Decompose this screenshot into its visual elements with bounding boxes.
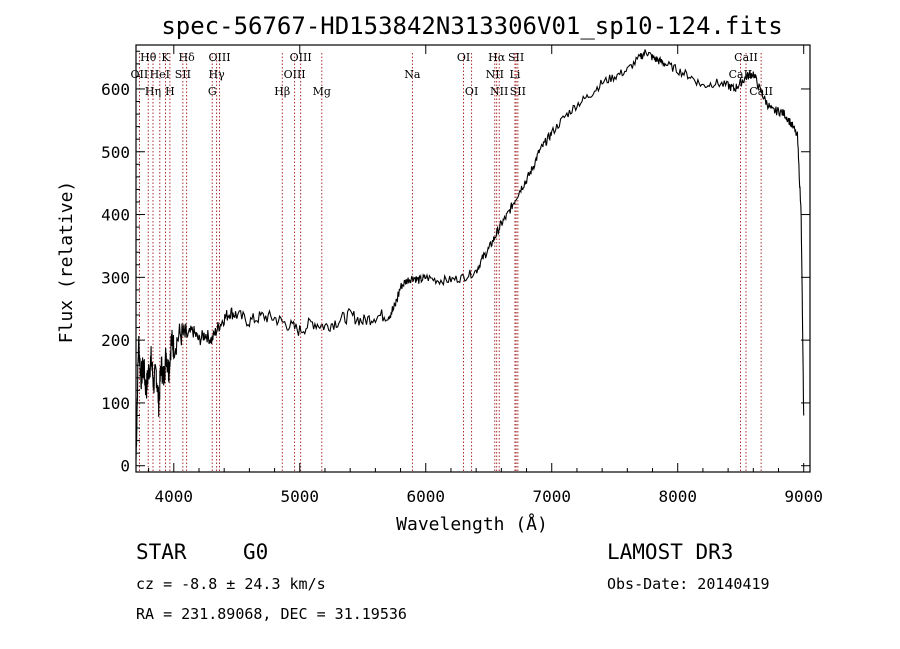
x-tick-label-2: 6000 [406, 487, 445, 506]
line-label-3: HeI [150, 68, 170, 81]
y-tick-label-5: 500 [101, 143, 130, 162]
y-tick-label-1: 100 [101, 394, 130, 413]
line-label-10: G [208, 85, 217, 98]
line-label-19: NII [486, 68, 504, 81]
survey-name: LAMOST DR3 [607, 540, 734, 564]
x-tick-label-4: 8000 [658, 487, 697, 506]
line-label-23: SII [510, 85, 526, 98]
line-label-8: OIII [208, 51, 230, 64]
line-label-13: OIII [284, 68, 306, 81]
y-axis-label: Flux (relative) [56, 181, 77, 344]
line-label-20: NII [490, 85, 508, 98]
line-label-18: Hα [488, 51, 506, 64]
line-label-12: OIII [290, 51, 312, 64]
line-label-1: OII [131, 68, 149, 81]
spectrum-series-line [135, 49, 805, 460]
y-tick-label-4: 400 [101, 206, 130, 225]
observation-date: Obs-Date: 20140419 [607, 575, 770, 593]
x-tick-label-5: 9000 [784, 487, 823, 506]
line-label-7: Hδ [179, 51, 196, 64]
emission-line-markers [138, 53, 762, 472]
y-tick-label-6: 600 [101, 80, 130, 99]
x-axis-label: Wavelength (Å) [396, 513, 548, 535]
spectral-subclass: G0 [243, 540, 269, 564]
line-label-4: K [161, 51, 170, 64]
y-tick-label-0: 0 [120, 457, 130, 476]
y-axis-ticks: 0 100 200 300 400 500 600 [101, 50, 810, 476]
line-label-5: H [165, 85, 175, 98]
line-label-2: Hη [145, 85, 161, 98]
line-label-15: Na [404, 68, 421, 81]
y-tick-label-2: 200 [101, 331, 130, 350]
coordinates: RA = 231.89068, DEC = 31.19536 [136, 605, 407, 623]
y-tick-label-3: 300 [101, 268, 130, 287]
x-tick-label-3: 7000 [532, 487, 571, 506]
plot-frame [135, 44, 811, 473]
line-label-11: Hβ [274, 85, 290, 98]
x-axis-ticks: 4000 5000 6000 7000 8000 9000 [148, 45, 823, 506]
line-label-17: OI [465, 85, 478, 98]
line-label-14: Mg [313, 85, 331, 98]
x-tick-label-1: 5000 [281, 487, 320, 506]
line-label-6: SII [175, 68, 191, 81]
line-label-9: Hγ [209, 68, 226, 81]
x-tick-label-0: 4000 [155, 487, 194, 506]
line-label-24: CaII [734, 51, 758, 64]
line-label-0: Hθ [140, 51, 157, 64]
object-class: STAR [136, 540, 187, 564]
line-label-21: SII [508, 51, 524, 64]
line-label-22: Li [510, 68, 521, 81]
line-label-16: OI [457, 51, 470, 64]
redshift-velocity: cz = -8.8 ± 24.3 km/s [136, 575, 326, 593]
chart-title: spec-56767-HD153842N313306V01_sp10-124.f… [161, 12, 782, 40]
